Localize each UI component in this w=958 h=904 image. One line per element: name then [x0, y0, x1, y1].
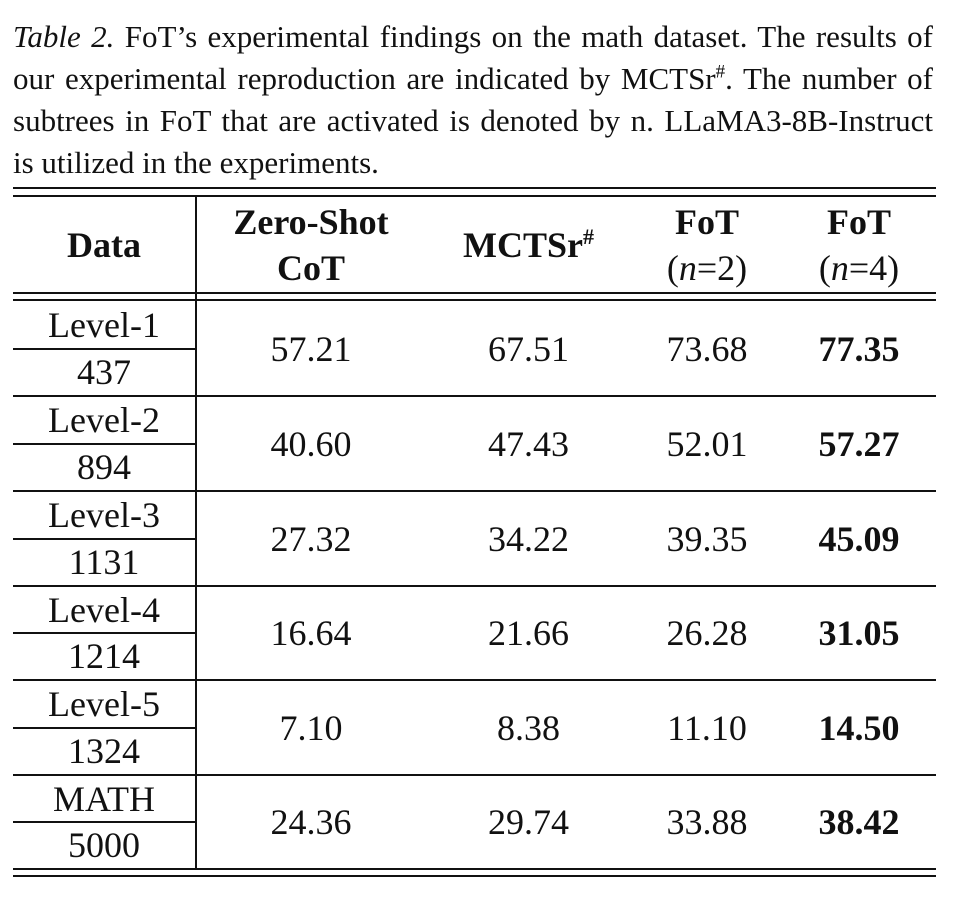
- header-fot-n2-line1: FoT: [674, 201, 739, 242]
- row-level-2-fot-n4: 57.27: [818, 423, 900, 464]
- header-rule-upper: [13, 292, 936, 294]
- caption-superscript: #: [715, 61, 726, 83]
- row-level-5-count: 1324: [68, 731, 140, 771]
- row-level-1-fot-n4: 77.35: [818, 328, 900, 369]
- header-zero-shot-cot: Zero-Shot CoT: [197, 197, 425, 292]
- row-level-2-count: 894: [77, 447, 131, 487]
- row-level-5-fot-n2: 11.10: [667, 707, 747, 748]
- row-level-1-zero-shot: 57.21: [270, 328, 352, 369]
- row-level-5-name: Level-5: [48, 684, 160, 724]
- row-level-5-bottom-rule: [13, 774, 936, 776]
- row-level-4-subrule: [13, 632, 195, 634]
- header-data-label: Data: [67, 224, 141, 265]
- header-rule-lower: [13, 299, 936, 301]
- row-level-1-mctsr: 67.51: [488, 328, 569, 369]
- header-mctsr: MCTSr#: [425, 197, 632, 292]
- row-level-3-bottom-rule: [13, 585, 936, 587]
- row-level-4-zero-shot: 16.64: [270, 613, 352, 653]
- row-level-3-mctsr: 34.22: [488, 518, 569, 559]
- row-level-1-name: Level-1: [48, 305, 160, 345]
- row-math-mctsr: 29.74: [488, 802, 569, 842]
- row-level-3-fot-n4: 45.09: [818, 518, 900, 559]
- row-level-3-name: Level-3: [48, 495, 160, 535]
- bottom-rule-lower: [13, 875, 936, 877]
- top-rule-inner: [13, 195, 936, 197]
- row-level-4-name: Level-4: [48, 590, 160, 630]
- header-mctsr-superscript: #: [583, 223, 594, 249]
- row-level-5-subrule: [13, 727, 195, 729]
- row-level-1-count: 437: [77, 352, 131, 392]
- row-math-zero-shot: 24.36: [270, 802, 352, 842]
- row-level-3-count: 1131: [68, 542, 140, 582]
- row-level-1-fot-n2: 73.68: [666, 328, 748, 369]
- row-level-2-fot-n2: 52.01: [666, 423, 748, 464]
- table-caption: Table 2. FoT’s experimental findings on …: [13, 16, 933, 184]
- header-fot-n4-line2: (n=4): [818, 247, 900, 288]
- caption-text-part1: FoT’s experimental findings on the math …: [13, 19, 933, 96]
- row-level-3-subrule: [13, 538, 195, 540]
- row-level-4-fot-n2: 26.28: [666, 613, 748, 653]
- row-level-2-mctsr: 47.43: [488, 423, 569, 464]
- row-math-count: 5000: [68, 825, 140, 865]
- row-math-name: MATH: [52, 779, 155, 819]
- row-level-2-name: Level-2: [48, 400, 160, 440]
- row-level-2-zero-shot: 40.60: [270, 423, 352, 464]
- row-level-2-subrule: [13, 443, 195, 445]
- header-data: Data: [13, 197, 195, 292]
- row-level-1-subrule: [13, 348, 195, 350]
- row-level-5-fot-n4: 14.50: [818, 707, 900, 748]
- top-rule-outer: [13, 187, 936, 189]
- caption-text-part2: . The number of subtrees in FoT that are…: [13, 61, 933, 180]
- caption-label: Table 2.: [13, 19, 115, 54]
- header-zero-shot-line2: CoT: [276, 247, 345, 288]
- header-mctsr-label: MCTSr: [463, 224, 583, 265]
- row-math-fot-n4: 38.42: [818, 802, 900, 842]
- header-fot-n2-line2: (n=2): [666, 247, 748, 288]
- row-level-5-mctsr: 8.38: [497, 707, 560, 748]
- header-fot-n2: FoT (n=2): [632, 197, 782, 292]
- header-fot-n4: FoT (n=4): [782, 197, 936, 292]
- row-math-subrule: [13, 821, 195, 823]
- row-math-fot-n2: 33.88: [666, 802, 748, 842]
- row-level-3-fot-n2: 39.35: [666, 518, 748, 559]
- bottom-rule-upper: [13, 868, 936, 870]
- row-level-3-zero-shot: 27.32: [270, 518, 352, 559]
- data-column-divider: [195, 197, 197, 868]
- row-level-4-mctsr: 21.66: [488, 613, 569, 653]
- row-level-5-zero-shot: 7.10: [279, 707, 343, 748]
- row-level-4-count: 1214: [68, 636, 140, 676]
- row-level-2-bottom-rule: [13, 490, 936, 492]
- header-fot-n4-line1: FoT: [826, 201, 891, 242]
- row-level-4-fot-n4: 31.05: [818, 613, 900, 653]
- header-zero-shot-line1: Zero-Shot: [233, 201, 389, 242]
- row-level-4-bottom-rule: [13, 679, 936, 681]
- row-level-1-bottom-rule: [13, 395, 936, 397]
